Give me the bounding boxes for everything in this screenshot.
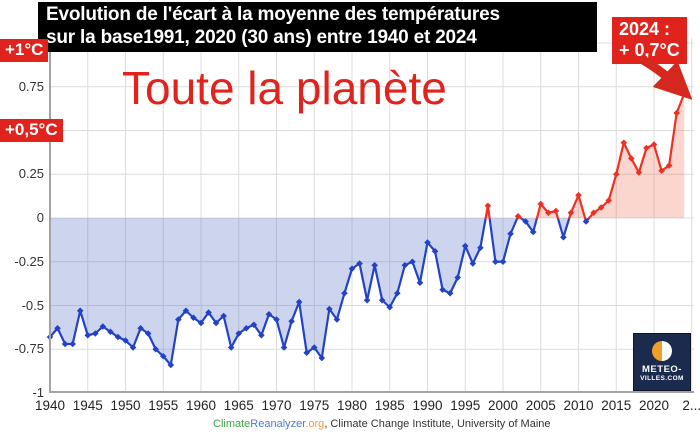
source-reanalyzer: Reanalyzer <box>250 418 306 430</box>
logo-text-1: METEO- <box>642 364 682 375</box>
badge-2024-line-2: + 0,7°C <box>619 40 680 60</box>
x-tick-label: 1965 <box>223 398 254 413</box>
x-tick-label: 1995 <box>450 398 481 413</box>
x-tick-label: 2010 <box>563 398 594 413</box>
x-tick-label: 1950 <box>110 398 141 413</box>
series-line-negative <box>48 216 591 367</box>
x-tick-label: 2... <box>682 398 700 413</box>
logo-meteo-villes: METEO- VILLES.COM <box>633 333 691 391</box>
x-tick-label: 2000 <box>487 398 519 413</box>
x-tick-label: 2005 <box>525 398 556 413</box>
source-org: .org <box>305 418 325 430</box>
x-tick-label: 1960 <box>185 398 217 413</box>
gridlines <box>49 38 694 392</box>
source-institute: , Climate Change Institute, University o… <box>324 418 551 430</box>
chart-big-label: Toute la planète <box>122 62 447 114</box>
y-tick-label: 0 <box>36 210 44 225</box>
x-tick-label: 1980 <box>336 398 368 413</box>
badge-plus-05c: +0,5°C <box>0 119 63 142</box>
logo-moon-icon <box>652 341 672 361</box>
data-points <box>46 90 688 369</box>
source-caption: ClimateReanalyzer.org, Climate Change In… <box>213 418 551 430</box>
title-banner: Evolution de l'écart à la moyenne des te… <box>38 2 597 52</box>
badge-2024-line-1: 2024 : <box>619 19 671 39</box>
x-tick-label: 2020 <box>638 398 670 413</box>
x-tick-label: 1970 <box>261 398 292 413</box>
x-tick-label: 1945 <box>72 398 103 413</box>
y-tick-label: 0.25 <box>18 166 44 182</box>
logo-text-2: VILLES.COM <box>640 375 684 382</box>
y-tick-label: -1 <box>32 385 44 400</box>
x-tick-label: 1940 <box>34 398 66 413</box>
y-tick-label: -0.25 <box>14 253 44 269</box>
x-tick-label: 1955 <box>148 398 179 413</box>
area-fill-negative <box>50 218 590 365</box>
source-climate: Climate <box>213 418 251 430</box>
badge-plus-1c: +1°C <box>0 39 49 62</box>
x-tick-label: 1990 <box>412 398 443 413</box>
badge-2024-value: 2024 : + 0,7°C <box>612 17 687 64</box>
y-tick-label: -0.5 <box>21 297 44 313</box>
x-tick-label: 1985 <box>374 398 405 413</box>
title-line-1: Evolution de l'écart à la moyenne des te… <box>46 4 500 25</box>
x-tick-label: 1975 <box>299 398 330 413</box>
y-tick-label: -0.75 <box>14 341 44 357</box>
x-tick-label: 2015 <box>601 398 632 413</box>
y-tick-label: 0.75 <box>18 78 44 94</box>
area-fill-positive <box>485 93 685 218</box>
title-line-2: sur la base1991, 2020 (30 ans) entre 194… <box>46 26 477 48</box>
